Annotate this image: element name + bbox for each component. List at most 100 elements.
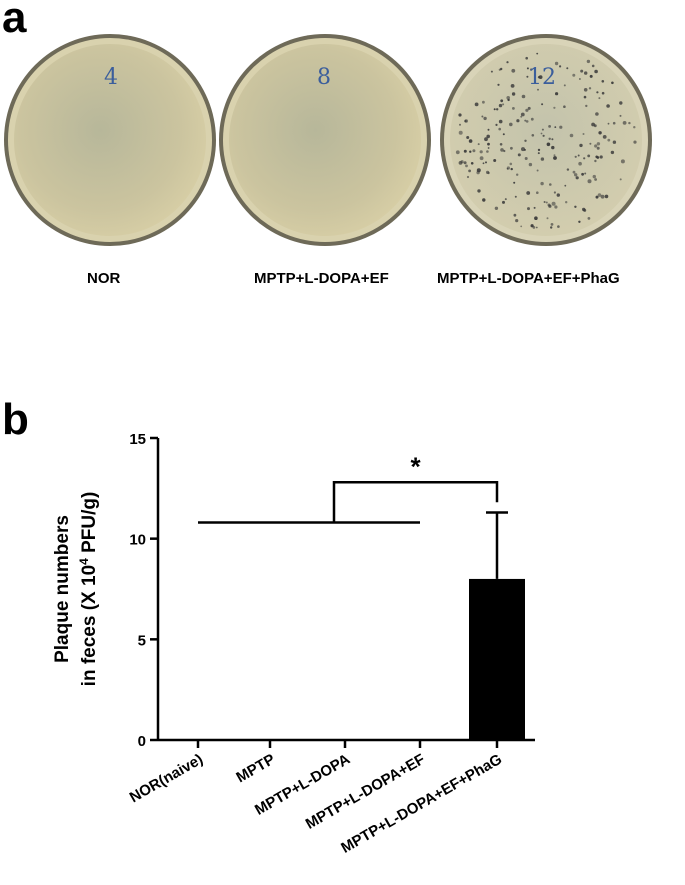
plaque (460, 160, 464, 164)
plaque (495, 123, 498, 126)
plaque (536, 169, 539, 172)
y-tick-label: 15 (129, 431, 146, 448)
plaque (520, 112, 525, 117)
plaque (574, 173, 578, 177)
plaque (477, 143, 480, 146)
plaque (483, 116, 487, 121)
plaque (525, 56, 528, 60)
plaque (553, 106, 556, 109)
plaque (502, 200, 505, 204)
plaque (610, 150, 615, 155)
plaque (587, 217, 591, 220)
plaque (546, 217, 549, 220)
plaque (512, 107, 515, 110)
plaque (541, 103, 544, 106)
plaque (486, 134, 491, 139)
plaque (526, 67, 529, 70)
plaque (485, 161, 487, 164)
plaque (551, 138, 554, 141)
plaque (531, 134, 535, 137)
panel-label-a: a (2, 0, 27, 42)
significance-bracket (332, 481, 499, 523)
plaque (563, 105, 566, 108)
plate-caption-nor: NOR (87, 270, 121, 287)
plaque (550, 226, 553, 229)
plaque (479, 150, 483, 154)
plaque (589, 142, 592, 145)
plaque (502, 103, 505, 106)
y-tick-label: 0 (138, 733, 146, 750)
plaque (535, 226, 538, 229)
plaque (506, 96, 511, 100)
plaque (555, 92, 559, 96)
plaque (479, 156, 484, 161)
plaque (537, 152, 540, 155)
plate-photos: 4 8 12 (4, 34, 652, 246)
plate-ef-handwriting: 8 (317, 65, 331, 90)
plaque (476, 170, 480, 175)
plaque (572, 73, 576, 77)
plaque (551, 145, 555, 150)
plaque (541, 128, 544, 131)
plaque (566, 168, 570, 171)
plaque (589, 74, 593, 78)
plaque (524, 157, 528, 160)
plaque-dots (455, 52, 637, 229)
plaque (502, 133, 505, 136)
plaque (466, 136, 470, 139)
bar (469, 578, 525, 740)
plaque (470, 162, 474, 165)
plaque (463, 161, 467, 165)
plaque (553, 154, 556, 157)
plaque (490, 70, 493, 73)
plaque (622, 121, 627, 125)
plaque (557, 225, 560, 228)
plaque (594, 69, 598, 74)
plaque (498, 103, 503, 108)
plaque (612, 121, 616, 125)
plaque (601, 91, 605, 95)
plaque (528, 162, 533, 167)
plaque (583, 95, 587, 99)
plaque (469, 150, 472, 153)
plaque (511, 68, 516, 73)
plaque (553, 156, 557, 160)
plate-caption-phag: MPTP+L-DOPA+EF+PhaG (437, 270, 620, 287)
plaque (578, 220, 581, 223)
plaque (587, 154, 591, 158)
significance-star: * (410, 451, 421, 481)
plaque (598, 97, 601, 100)
plate-nor: 4 (4, 34, 216, 246)
panel-label-b: b (2, 395, 29, 444)
plaque (513, 181, 516, 184)
plaque (493, 159, 497, 162)
plaque (601, 80, 605, 83)
plate-nor-handwriting: 4 (104, 65, 118, 90)
plaque (500, 99, 504, 103)
plaque (516, 119, 520, 123)
plaque (487, 171, 490, 175)
plaque (619, 178, 622, 181)
plaque (515, 219, 519, 223)
plaque (537, 148, 541, 152)
plaque (464, 119, 467, 123)
plaque (530, 117, 534, 121)
plaque (532, 226, 536, 229)
plaque (487, 128, 490, 131)
plaque (516, 173, 519, 176)
plaque (565, 201, 568, 204)
plaque (595, 155, 598, 159)
plaque (468, 139, 473, 143)
plaque (509, 162, 513, 166)
plaque (612, 140, 617, 144)
plaque (510, 146, 513, 150)
plaque (466, 175, 470, 179)
plaque (482, 162, 485, 165)
plaque (596, 91, 599, 94)
plaque (523, 148, 526, 151)
y-tick-label: 10 (129, 532, 146, 549)
plaque (530, 68, 533, 71)
plaque (594, 178, 597, 181)
plaque (520, 225, 523, 228)
